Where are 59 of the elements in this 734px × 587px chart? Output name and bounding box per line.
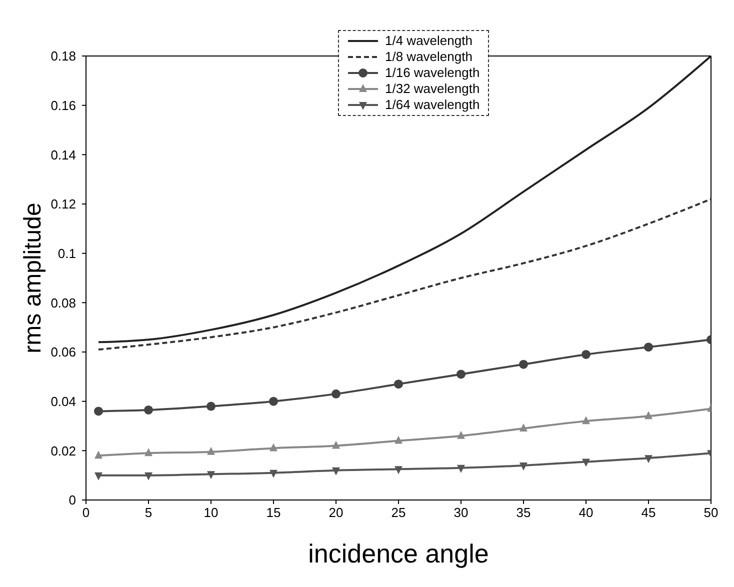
point xyxy=(456,370,466,379)
x-tick-label: 30 xyxy=(454,505,468,520)
point xyxy=(519,360,528,369)
point xyxy=(457,464,465,473)
x-tick-label: 0 xyxy=(82,505,90,520)
point xyxy=(394,466,402,474)
point xyxy=(582,350,590,359)
point xyxy=(394,436,402,444)
point xyxy=(269,396,278,406)
point xyxy=(206,402,216,411)
x-tick-label: 20 xyxy=(328,505,344,520)
point xyxy=(394,380,403,389)
x-tick-label: 15 xyxy=(266,505,281,520)
x-tick-label: 45 xyxy=(641,505,656,520)
point xyxy=(644,455,652,464)
point xyxy=(207,471,215,480)
y-tick-label: 0.02 xyxy=(50,443,76,458)
point xyxy=(94,450,102,459)
point xyxy=(144,448,152,456)
y-tick-label: 0.08 xyxy=(50,295,76,310)
point xyxy=(520,423,528,432)
x-tick-label: 35 xyxy=(516,505,531,520)
point xyxy=(144,405,153,414)
point xyxy=(520,462,528,470)
point xyxy=(144,472,152,480)
legend-label: 1/4 wavelength xyxy=(385,33,472,49)
legend-label: 1/64 wavelength xyxy=(385,97,480,113)
y-tick-label: 0 xyxy=(68,492,76,508)
y-tick-label: 0.1 xyxy=(58,246,76,261)
point xyxy=(270,443,278,452)
point xyxy=(332,389,340,398)
point xyxy=(332,440,340,449)
point xyxy=(207,446,215,455)
line-series xyxy=(98,198,711,351)
x-tick-label: 10 xyxy=(204,505,218,520)
point xyxy=(644,342,653,352)
x-axis-title: incidence angle xyxy=(308,538,489,568)
point xyxy=(94,406,103,416)
point xyxy=(582,416,590,424)
point xyxy=(644,411,652,420)
y-tick-label: 0.04 xyxy=(50,394,76,409)
y-tick-label: 0.06 xyxy=(50,344,76,360)
y-axis-title: rms amplitude xyxy=(20,202,47,354)
point xyxy=(582,458,590,467)
y-tick-label: 0.14 xyxy=(50,147,76,162)
point xyxy=(457,430,465,439)
point xyxy=(270,470,278,478)
legend-label: 1/32 wavelength xyxy=(385,81,480,97)
y-tick-label: 0.16 xyxy=(50,98,76,113)
x-tick-label: 5 xyxy=(144,505,152,520)
x-tick-label: 40 xyxy=(578,505,594,520)
point xyxy=(332,467,340,476)
legend-label: 1/8 wavelength xyxy=(385,49,472,65)
x-tick-label: 25 xyxy=(391,505,406,520)
point xyxy=(94,472,102,480)
y-tick-label: 0.18 xyxy=(50,48,76,64)
legend-label: 1/16 wavelength xyxy=(385,65,480,81)
y-tick-label: 0.12 xyxy=(50,196,76,212)
x-tick-label: 50 xyxy=(704,505,718,520)
